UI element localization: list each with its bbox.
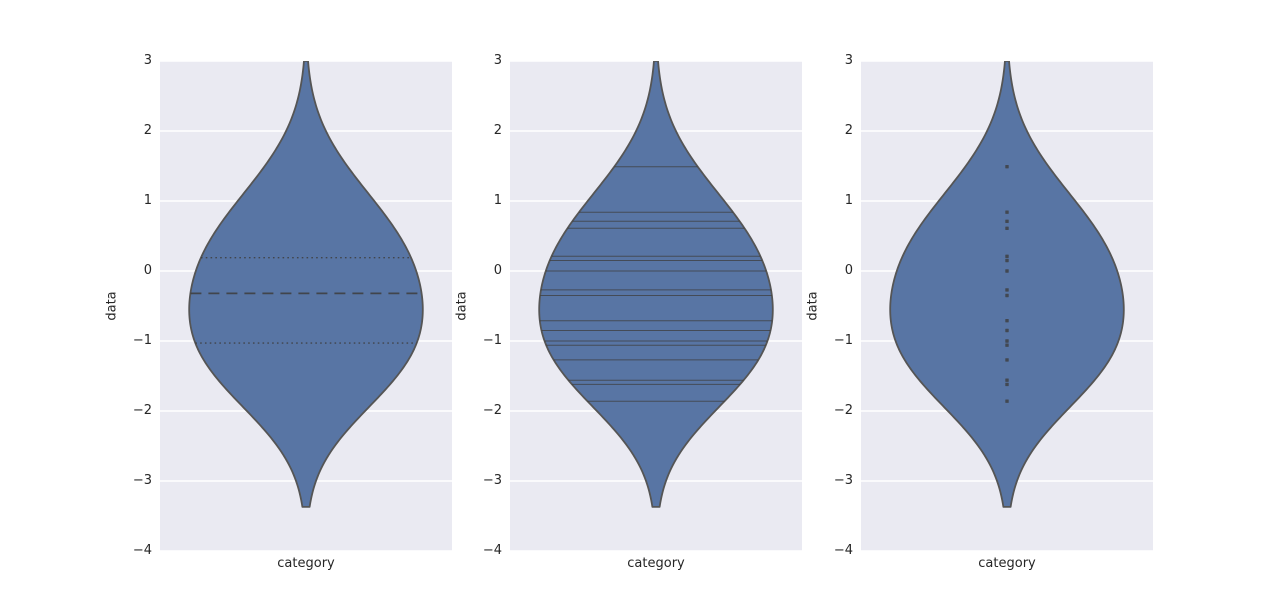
data-point (1005, 339, 1009, 343)
violin-chart-stick (510, 61, 802, 551)
y-axis-label: data (805, 291, 821, 321)
data-point (1005, 210, 1009, 214)
data-point (1005, 293, 1009, 298)
data-point (1005, 378, 1009, 382)
violin-chart-quartile (160, 61, 452, 551)
data-point (1005, 328, 1009, 333)
y-axis-label: data (104, 291, 120, 321)
y-tick-label: −3 (132, 473, 152, 488)
violin-panel-quartile: 3 2 1 0 −1 −2 −3 −4 data category (105, 0, 452, 612)
data-point (1005, 165, 1009, 169)
y-tick-label: 3 (143, 53, 152, 68)
x-axis-label: category (627, 556, 685, 571)
data-point (1005, 288, 1009, 292)
x-axis-label: category (277, 556, 335, 571)
data-point (1005, 358, 1009, 362)
data-point (1005, 399, 1009, 403)
violin-body (538, 61, 774, 508)
data-point (1005, 254, 1009, 258)
y-tick-label: 1 (493, 193, 502, 208)
violin-chart-point (861, 61, 1153, 551)
y-tick-label: 3 (844, 53, 853, 68)
y-tick-label: −1 (833, 333, 853, 348)
violin-body (188, 61, 424, 508)
data-point (1005, 319, 1009, 323)
violin-panel-stick: 3 2 1 0 −1 −2 −3 −4 data category (455, 0, 802, 612)
y-tick-label: −1 (132, 333, 152, 348)
violin-body (889, 61, 1125, 508)
y-tick-label: −4 (132, 543, 152, 558)
y-tick-label: 0 (844, 263, 853, 278)
data-point (1005, 343, 1009, 347)
y-axis-label: data (454, 291, 470, 321)
y-tick-label: −1 (482, 333, 502, 348)
data-point (1005, 382, 1009, 387)
violin-panel-point: 3 2 1 0 −1 −2 −3 −4 data category (806, 0, 1153, 612)
y-tick-label: 2 (493, 123, 502, 138)
y-tick-label: 2 (844, 123, 853, 138)
y-tick-label: −2 (132, 403, 152, 418)
y-tick-label: 1 (143, 193, 152, 208)
data-point (1005, 226, 1009, 230)
y-tick-label: 0 (143, 263, 152, 278)
data-point (1005, 219, 1009, 223)
y-tick-label: −3 (833, 473, 853, 488)
y-tick-label: 2 (143, 123, 152, 138)
y-tick-label: 0 (493, 263, 502, 278)
y-tick-label: −4 (833, 543, 853, 558)
y-tick-label: 3 (493, 53, 502, 68)
data-point (1005, 269, 1009, 273)
y-tick-label: −2 (833, 403, 853, 418)
x-axis-label: category (978, 556, 1036, 571)
y-tick-label: −3 (482, 473, 502, 488)
y-tick-label: 1 (844, 193, 853, 208)
y-tick-label: −2 (482, 403, 502, 418)
data-point (1005, 258, 1009, 263)
y-tick-label: −4 (482, 543, 502, 558)
